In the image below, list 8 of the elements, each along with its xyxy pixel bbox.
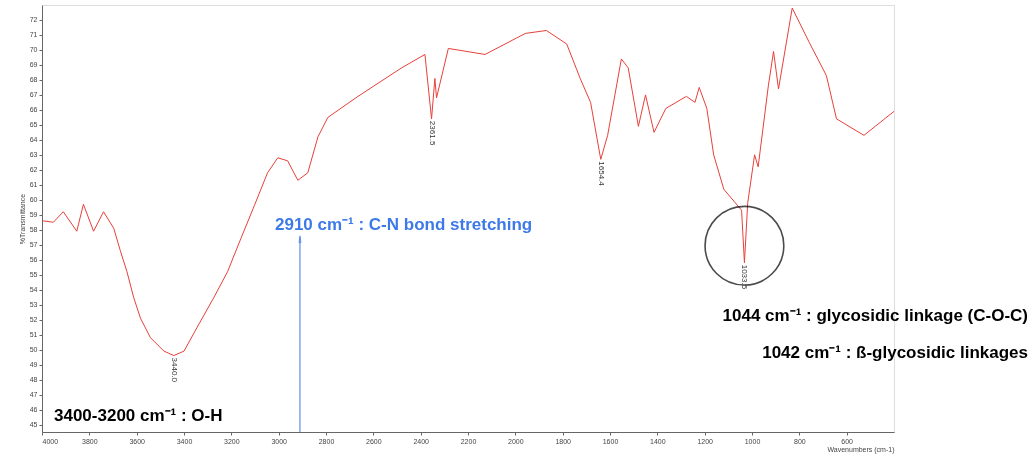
- annotation: 1654.4: [596, 161, 606, 187]
- annotation: 1044 cm⁻¹ : glycosidic linkage (C-O-C): [722, 306, 1028, 325]
- annotation: 3440.0: [169, 357, 179, 383]
- annotation: 1033.5: [740, 264, 750, 290]
- annotation: 3400-3200 cm⁻¹ : O-H: [54, 406, 223, 425]
- annotation: 1042 cm⁻¹ : ß-glycosidic linkages: [762, 343, 1028, 362]
- annotation: 2361.5: [427, 120, 437, 146]
- annotation: 2910 cm⁻¹ : C-N bond stretching: [274, 215, 533, 235]
